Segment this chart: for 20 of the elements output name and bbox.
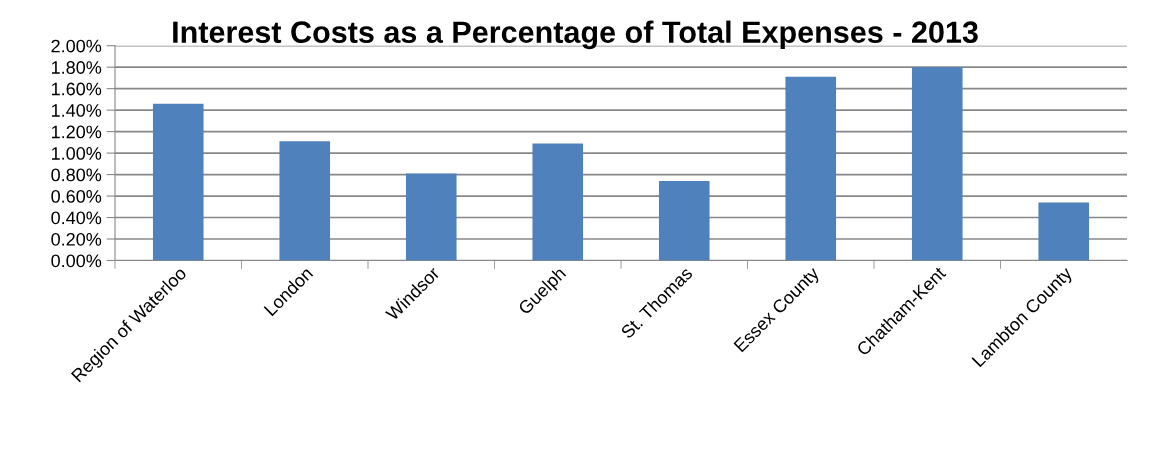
y-tick-label: 1.20% (51, 125, 102, 139)
y-tick-label: 1.40% (51, 104, 102, 117)
y-tick-label: 1.60% (51, 82, 102, 96)
bar (1038, 202, 1090, 261)
bar (785, 76, 837, 261)
bar (911, 67, 963, 261)
chart-title: Interest Costs as a Percentage of Total Expenses - 2013 (173, 20, 978, 50)
y-tick-label: 0.60% (51, 189, 102, 203)
bar (405, 173, 457, 261)
bar (152, 103, 204, 261)
y-tick-label: 0.40% (51, 211, 102, 225)
bar (658, 181, 710, 261)
y-tick-label: 2.00% (51, 39, 102, 53)
y-tick-label: 0.20% (51, 232, 102, 246)
y-tick-label: 0.80% (51, 168, 102, 182)
y-tick-label: 0.00% (51, 254, 102, 268)
y-tick-label: 1.00% (51, 147, 102, 160)
y-tick-label: 1.80% (51, 61, 102, 74)
bar (532, 143, 584, 261)
bar (279, 141, 331, 261)
